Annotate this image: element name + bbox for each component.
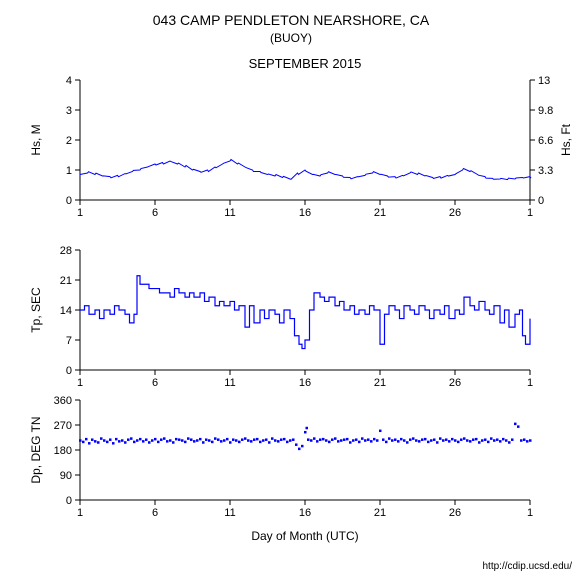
xtick-label: 21 [374, 377, 386, 389]
xtick-label: 26 [449, 507, 461, 519]
xtick-label: 1 [527, 507, 533, 519]
xtick-label: 21 [374, 507, 386, 519]
xtick-label: 26 [449, 377, 461, 389]
ytick-label: 4 [66, 75, 72, 87]
ytick-label-right: 0 [538, 195, 544, 207]
footer-url: http://cdip.ucsd.edu/ [482, 561, 572, 572]
xtick-label: 11 [224, 207, 235, 219]
y-axis-label: Tp, SEC [29, 287, 43, 333]
hs-line [80, 160, 531, 180]
tp-line [80, 276, 530, 349]
chart-canvas: 043 CAMP PENDLETON NEARSHORE, CA (BUOY) SE… [0, 0, 582, 581]
chart-month: SEPTEMBER 2015 [249, 56, 362, 71]
ytick-label: 28 [60, 245, 72, 257]
ytick-label: 7 [66, 335, 72, 347]
dp-scatter [79, 423, 532, 451]
xtick-label: 1 [77, 377, 83, 389]
xtick-label: 11 [224, 377, 235, 389]
xtick-label: 11 [224, 507, 235, 519]
y-axis-label: Hs, M [29, 124, 43, 155]
xtick-label: 21 [374, 207, 386, 219]
xtick-label: 16 [299, 507, 311, 519]
xtick-label: 1 [527, 377, 533, 389]
xtick-label: 26 [449, 207, 461, 219]
chart-subtitle: (BUOY) [270, 31, 312, 45]
chart-title: 043 CAMP PENDLETON NEARSHORE, CA [153, 12, 430, 28]
ytick-label: 90 [60, 470, 72, 482]
xtick-label: 6 [152, 507, 158, 519]
ytick-label: 360 [54, 395, 72, 407]
ytick-label: 14 [60, 305, 72, 317]
xtick-label: 16 [299, 377, 311, 389]
ytick-label: 1 [66, 165, 72, 177]
y-axis-label: Dp, DEG TN [29, 416, 43, 483]
xtick-label: 1 [77, 507, 83, 519]
ytick-label: 2 [66, 135, 72, 147]
xtick-label: 6 [152, 207, 158, 219]
xtick-label: 16 [299, 207, 311, 219]
xtick-label: 6 [152, 377, 158, 389]
ytick-label-right: 6.6 [538, 135, 553, 147]
xtick-label: 1 [77, 207, 83, 219]
ytick-label: 21 [60, 275, 72, 287]
ytick-label: 0 [66, 495, 72, 507]
y-axis-label-right: Hs, Ft [559, 123, 573, 156]
x-axis-label: Day of Month (UTC) [251, 529, 358, 543]
ytick-label: 0 [66, 195, 72, 207]
ytick-label-right: 3.3 [538, 165, 553, 177]
ytick-label: 180 [54, 445, 72, 457]
ytick-label: 3 [66, 105, 72, 117]
xtick-label: 1 [527, 207, 533, 219]
ytick-label-right: 9.8 [538, 105, 553, 117]
ytick-label: 270 [54, 420, 72, 432]
ytick-label-right: 13 [538, 75, 550, 87]
ytick-label: 0 [66, 365, 72, 377]
